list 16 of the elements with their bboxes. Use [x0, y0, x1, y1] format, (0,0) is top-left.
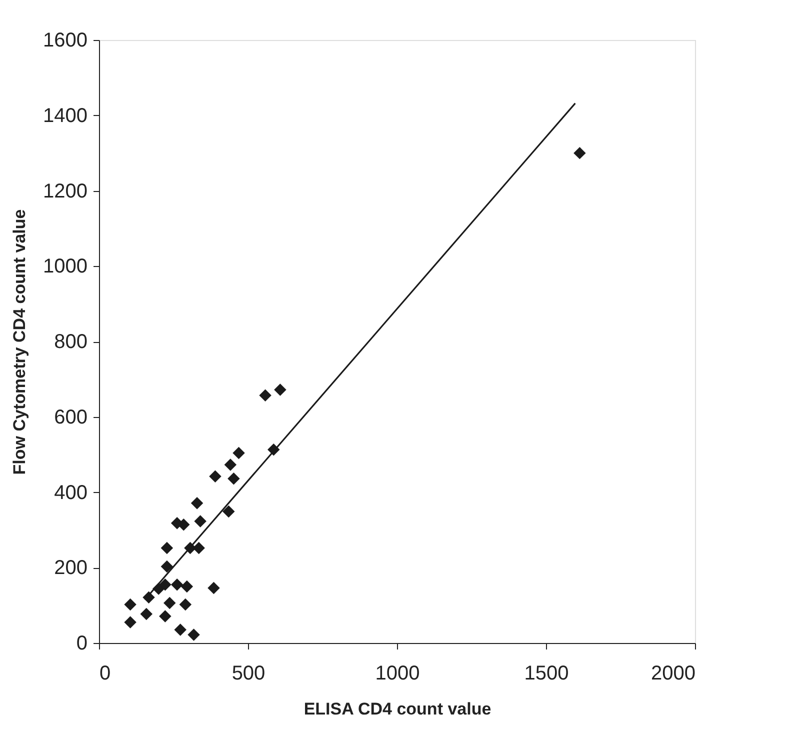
y-tick-label: 1000	[43, 256, 88, 278]
x-tick-label: 500	[232, 662, 266, 684]
x-tick-label: 0	[100, 662, 111, 684]
x-axis-title: ELISA CD4 count value	[304, 700, 492, 718]
y-axis-title: Flow Cytometry CD4 count value	[10, 209, 30, 475]
y-tick-label: 1400	[43, 104, 88, 127]
y-tick-label: 200	[54, 557, 88, 580]
x-tick-label: 2000	[651, 662, 696, 684]
y-tick-label: 800	[54, 331, 88, 353]
y-tick-label: 1200	[43, 180, 88, 202]
y-tick-label: 400	[54, 482, 88, 504]
x-tick-label: 1000	[375, 662, 420, 684]
y-tick-label: 600	[54, 406, 88, 428]
y-tick-label: 0	[76, 632, 88, 654]
y-tick-label: 1600	[43, 30, 88, 52]
x-tick-label: 1500	[524, 662, 569, 684]
